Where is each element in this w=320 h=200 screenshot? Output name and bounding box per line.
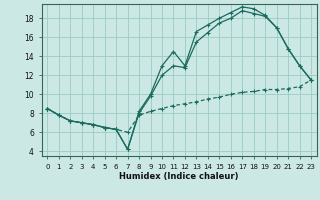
X-axis label: Humidex (Indice chaleur): Humidex (Indice chaleur)	[119, 172, 239, 181]
